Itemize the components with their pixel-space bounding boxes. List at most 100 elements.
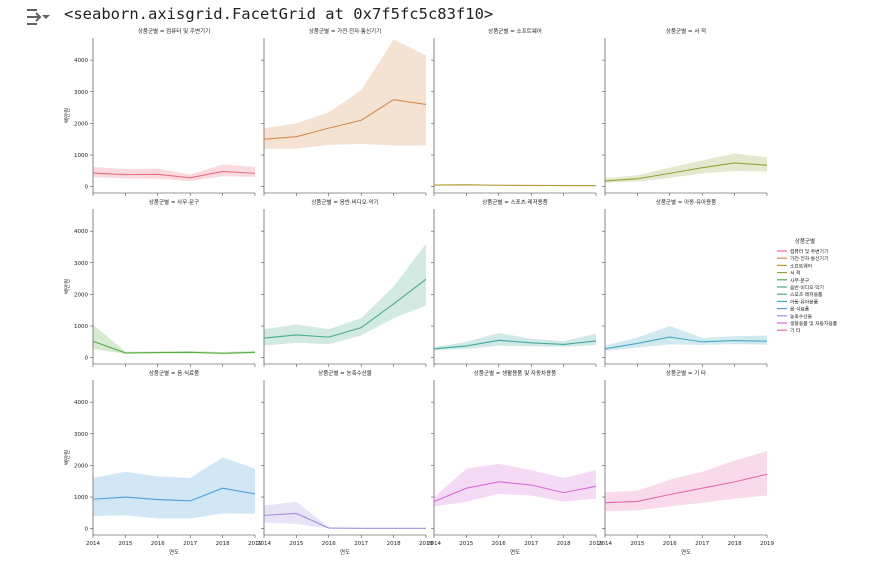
x-tick-label: 2015 — [459, 541, 473, 547]
facet-title: 상품군별 = 가전·전자·통신기기 — [309, 27, 381, 35]
y-tick-label: 0 — [85, 356, 89, 362]
legend-label: 서 적 — [790, 270, 800, 277]
confidence-band — [93, 164, 255, 181]
confidence-band — [605, 326, 767, 352]
confidence-band — [605, 451, 767, 512]
series-line — [433, 481, 597, 502]
x-tick-label: 2015 — [289, 541, 303, 547]
legend-label: 생활용품 및 자동차용품 — [790, 320, 838, 327]
series-line — [433, 184, 597, 187]
facet-title: 상품군별 = 소프트웨어 — [488, 27, 542, 35]
facet-title: 상품군별 = 서 적 — [666, 27, 706, 35]
y-tick-label: 2000 — [74, 292, 88, 298]
confidence-band — [605, 153, 767, 183]
x-tick-label: 2017 — [524, 541, 538, 547]
x-tick-label: 2014 — [598, 541, 612, 547]
facet-panel: 상품군별 = 음·식료품 0 1000 2000 3000 4000 2014 2015 201… — [63, 369, 262, 556]
facet-title: 상품군별 = 음반·비디오·악기 — [311, 198, 378, 206]
x-tick-label: 2019 — [419, 541, 433, 547]
series-line — [263, 278, 427, 339]
facet-panel: 상품군별 = 스포츠·레저용품 — [431, 198, 597, 367]
x-axis-label: 연도 — [510, 548, 520, 556]
legend-item: 농축수산물 — [777, 313, 813, 320]
legend-label: 소프트웨어 — [790, 262, 812, 269]
legend-item: 스포츠·레저용품 — [777, 291, 823, 298]
legend-item: 음반·비디오·악기 — [777, 284, 824, 291]
legend-item: 사무·문구 — [777, 277, 810, 284]
y-axis-label: 백만원 — [63, 108, 71, 123]
y-tick-label: 4000 — [74, 229, 88, 235]
x-tick-label: 2016 — [492, 541, 506, 547]
output-collapse-icon[interactable] — [24, 7, 50, 27]
x-tick-label: 2018 — [216, 541, 230, 547]
series-line — [92, 170, 256, 179]
facet-title: 상품군별 = 기 타 — [666, 369, 706, 377]
series-line — [604, 473, 768, 504]
legend-item: 소프트웨어 — [777, 262, 812, 269]
x-tick-label: 2014 — [86, 541, 100, 547]
series-line — [92, 487, 256, 502]
confidence-band — [93, 324, 255, 355]
x-tick-label: 2015 — [630, 541, 644, 547]
x-axis-label: 연도 — [681, 548, 691, 556]
facet-title: 상품군별 = 아동·유아용품 — [656, 198, 716, 206]
y-axis-label: 백만원 — [63, 279, 71, 294]
facet-panel: 상품군별 = 음반·비디오·악기 — [261, 198, 427, 367]
legend-label: 사무·문구 — [790, 277, 810, 284]
x-tick-label: 2016 — [151, 541, 165, 547]
legend-label: 아동·유아용품 — [790, 298, 819, 305]
y-tick-label: 3000 — [74, 90, 88, 96]
legend-label: 음반·비디오·악기 — [790, 284, 824, 291]
x-tick-label: 2018 — [728, 541, 742, 547]
legend-item: 서 적 — [777, 270, 800, 277]
legend-label: 농축수산물 — [790, 313, 813, 320]
x-tick-label: 2017 — [695, 541, 709, 547]
y-tick-label: 1000 — [74, 324, 88, 330]
series-line — [433, 339, 597, 350]
x-tick-label: 2019 — [589, 541, 603, 547]
facet-panel: 상품군별 = 소프트웨어 — [431, 27, 597, 196]
confidence-band — [264, 39, 426, 149]
legend-item: 기 타 — [777, 327, 801, 334]
legend-item: 아동·유아용품 — [777, 298, 819, 305]
y-tick-label: 1000 — [74, 495, 88, 501]
x-tick-label: 2019 — [248, 541, 262, 547]
x-tick-label: 2016 — [663, 541, 677, 547]
facet-panel: 상품군별 = 서 적 — [602, 27, 768, 196]
x-tick-label: 2014 — [257, 541, 271, 547]
x-tick-label: 2016 — [322, 541, 336, 547]
facet-title: 상품군별 = 사무·문구 — [149, 198, 199, 206]
confidence-band — [264, 243, 426, 346]
facet-panel: 상품군별 = 기 타 2014 2015 2016 2017 2018 2019 연도 — [598, 369, 774, 556]
facet-title: 상품군별 = 컴퓨터 및 주변기기 — [138, 27, 210, 35]
series-line — [92, 340, 256, 354]
y-tick-label: 1000 — [74, 153, 88, 159]
legend-label: 음·식료품 — [790, 306, 810, 313]
facetgrid-repr-text: <seaborn.axisgrid.FacetGrid at 0x7f5fc5c… — [64, 5, 494, 23]
legend-label: 기 타 — [790, 327, 801, 334]
facet-panel: 상품군별 = 컴퓨터 및 주변기기 0 1000 2000 3000 4000 백만원 — [63, 27, 256, 196]
y-tick-label: 2000 — [74, 121, 88, 127]
y-tick-label: 2000 — [74, 463, 88, 469]
y-tick-label: 3000 — [74, 261, 88, 267]
legend-item: 음·식료품 — [777, 306, 810, 313]
legend-title: 상품군별 — [795, 237, 815, 245]
series-line — [604, 336, 768, 350]
y-tick-label: 3000 — [74, 432, 88, 438]
x-tick-label: 2018 — [557, 541, 571, 547]
y-tick-label: 4000 — [74, 400, 88, 406]
facet-title: 상품군별 = 생활용품 및 자동차용품 — [474, 369, 556, 377]
x-tick-label: 2014 — [427, 541, 441, 547]
legend-label: 가전·전자·통신기기 — [790, 255, 828, 262]
x-tick-label: 2017 — [183, 541, 197, 547]
x-axis-label: 연도 — [340, 548, 350, 556]
y-axis-label: 백만원 — [63, 450, 71, 465]
legend-item: 컴퓨터 및 주변기기 — [777, 248, 828, 255]
facet-panel: 상품군별 = 농축수산물 2014 2015 2016 2017 2018 2019 연도 — [257, 369, 433, 556]
x-tick-label: 2017 — [354, 541, 368, 547]
legend-item: 생활용품 및 자동차용품 — [777, 320, 838, 327]
legend-label: 컴퓨터 및 주변기기 — [790, 248, 828, 255]
x-tick-label: 2018 — [387, 541, 401, 547]
